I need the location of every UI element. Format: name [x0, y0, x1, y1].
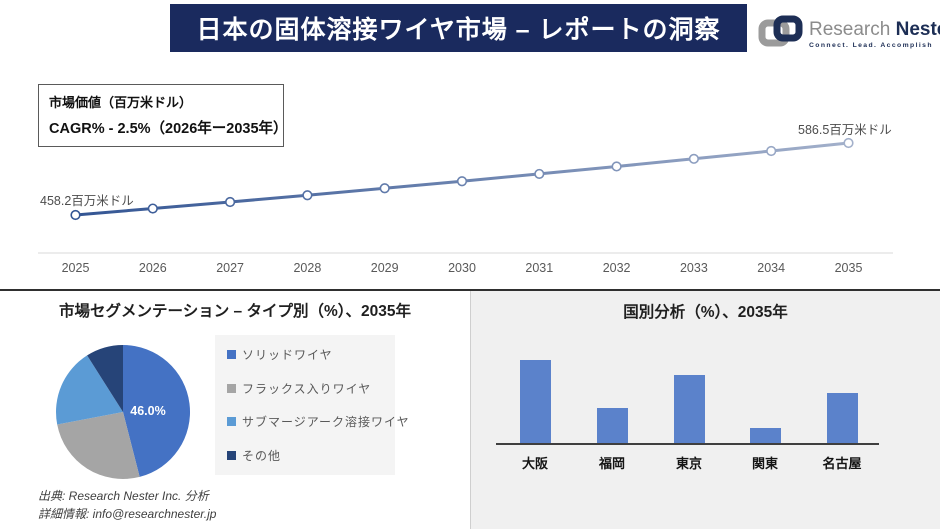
data-point-marker: [70, 209, 81, 221]
legend-item-others: その他: [227, 447, 383, 464]
x-axis-label: 2033: [680, 261, 708, 275]
bar-category-label: 関東: [751, 456, 778, 471]
contact-note: 詳細情報: info@researchnester.jp: [38, 507, 217, 521]
data-point-marker: [225, 196, 236, 208]
chain-links-icon: [757, 12, 803, 57]
legend-label: フラックス入りワイヤ: [242, 381, 372, 396]
country-analysis-panel: 国別分析（%）、2035年 大阪 福岡 東京 関東 名古屋: [470, 291, 940, 529]
line-end-value-label: 586.5百万米ドル: [798, 123, 892, 137]
x-axis-label: 2032: [603, 261, 631, 275]
x-axis-label: 2035: [835, 261, 863, 275]
market-value-line-chart: 2025 2026 2027 2028 2029 2030 2031 2032 2033 2034…: [38, 137, 893, 275]
x-axis-label: 2025: [62, 261, 90, 275]
market-value-label: 市場価値（百万米ドル）: [49, 95, 193, 110]
bar-chart-axis: [496, 443, 879, 445]
title-banner: 日本の固体溶接ワイヤ市場 – レポートの洞察: [170, 4, 747, 52]
logo-brand-name: Research Nester: [809, 20, 940, 39]
data-point-marker: [611, 161, 622, 172]
data-point-marker: [379, 183, 390, 194]
research-nester-logo: Research Nester Connect. Lead. Accomplis…: [757, 12, 940, 57]
page-title: 日本の固体溶接ワイヤ市場 – レポートの洞察: [196, 16, 721, 44]
source-note: 出典: Research Nester Inc. 分析: [38, 489, 209, 503]
legend-item-submerged-arc-wire: サブマージアーク溶接ワイヤ: [227, 413, 409, 430]
legend-swatch-icon: [227, 450, 236, 460]
pie-slice-2: [56, 355, 123, 425]
legend-swatch-icon: [227, 383, 236, 393]
data-point-marker: [766, 145, 777, 157]
legend-label: その他: [242, 448, 282, 463]
x-axis-label: 2026: [139, 261, 167, 275]
logo-brand-research: Research: [809, 18, 891, 40]
market-value-cagr-box: 市場価値（百万米ドル） CAGR% - 2.5%（2026年ー2035年）: [38, 84, 288, 147]
data-point-marker: [843, 137, 854, 149]
bar-category-label: 名古屋: [822, 456, 862, 471]
legend-label: ソリッドワイヤ: [242, 348, 333, 362]
data-point-marker: [147, 203, 158, 214]
x-axis-label: 2031: [525, 261, 553, 275]
section-divider: [0, 289, 940, 291]
data-point-marker: [688, 153, 700, 164]
bar-category-label: 大阪: [521, 456, 548, 471]
pie-legend: ソリッドワイヤ フラックス入りワイヤ サブマージアーク溶接ワイヤ その他: [215, 335, 409, 475]
pie-slice-0: [123, 345, 191, 477]
cagr-label: CAGR% - 2.5%（2026年ー2035年）: [49, 121, 288, 137]
x-axis-label: 2028: [293, 261, 321, 275]
x-axis-label: 2027: [216, 261, 244, 275]
pie-section-title: 市場セグメンテーション – タイプ別（%）、2035年: [59, 303, 411, 320]
bar-名古屋: [826, 392, 858, 443]
pie-data-label: 46.0%: [130, 404, 166, 418]
line-start-value-label: 458.2百万米ドル: [40, 194, 134, 208]
x-axis-label: 2034: [757, 261, 785, 275]
legend-swatch-icon: [227, 350, 236, 359]
bar-category-label: 東京: [675, 456, 702, 471]
bar-福岡: [596, 407, 628, 443]
segmentation-pie-chart: [56, 345, 191, 480]
x-axis-label: 2029: [371, 261, 399, 275]
logo-tagline: Connect. Lead. Accomplish: [809, 41, 933, 49]
legend-item-solid-wire: ソリッドワイヤ: [227, 346, 383, 363]
data-point-marker: [534, 168, 545, 180]
logo-brand-nester: Nester: [895, 18, 940, 40]
x-axis-label: 2030: [448, 261, 476, 275]
bar-category-label: 福岡: [598, 456, 625, 471]
data-point-marker: [302, 190, 313, 201]
data-point-marker: [456, 176, 468, 187]
legend-label: サブマージアーク溶接ワイヤ: [242, 415, 410, 430]
pie-slice-3: [87, 345, 123, 412]
pie-slice-1: [57, 412, 140, 480]
bar-関東: [749, 427, 781, 443]
legend-item-flux-cored-wire: フラックス入りワイヤ: [227, 380, 383, 397]
logo-text: Research Nester Connect. Lead. Accomplis…: [809, 20, 940, 50]
legend-swatch-icon: [227, 417, 236, 427]
bar-大阪: [519, 359, 551, 443]
bar-section-title: 国別分析（%）、2035年: [623, 304, 788, 321]
bar-東京: [673, 374, 705, 443]
